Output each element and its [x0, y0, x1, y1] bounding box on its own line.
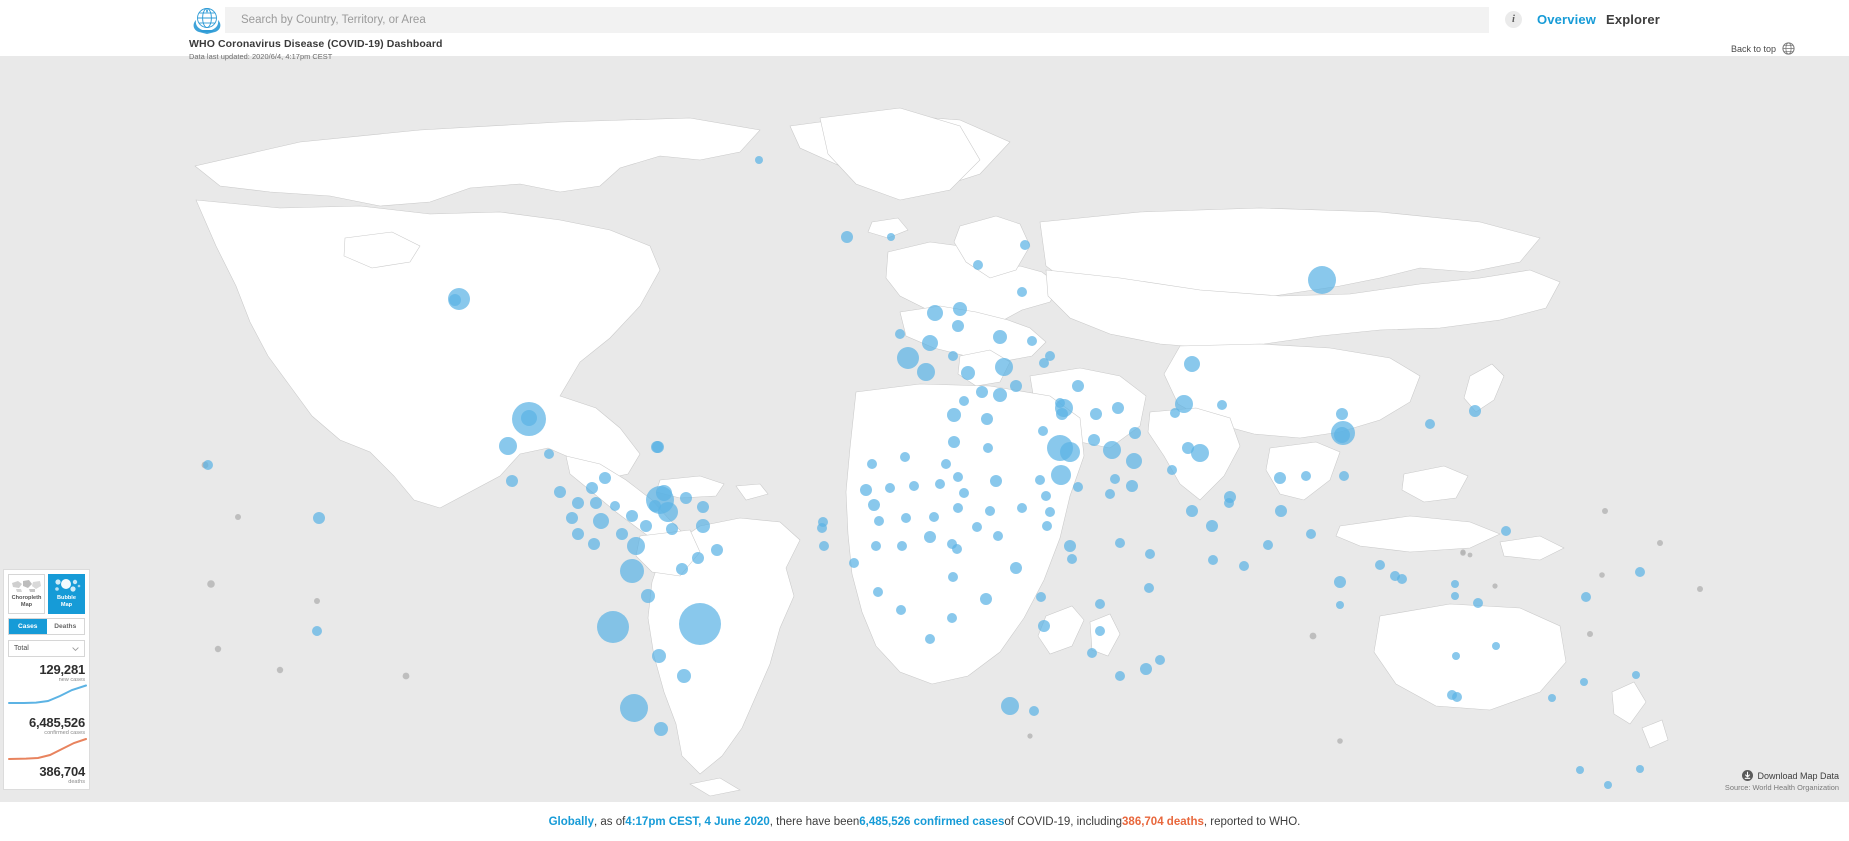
download-map-data-label: Download Map Data	[1757, 770, 1839, 781]
map-case-bubbles[interactable]	[203, 156, 1645, 802]
stat-deaths-label: deaths	[68, 779, 85, 785]
banner-globally: Globally	[548, 815, 594, 828]
map-source-text: Source: World Health Organization	[1724, 783, 1839, 792]
banner-text-4: , there have been	[769, 815, 860, 828]
tab-explorer[interactable]: Explorer	[1606, 12, 1660, 27]
who-emblem-icon[interactable]	[189, 4, 225, 36]
search-input[interactable]	[225, 7, 1489, 33]
range-select[interactable]: Total	[8, 640, 85, 657]
map-type-bubble-label: Bubble Map	[57, 595, 76, 608]
stat-confirmed-cases-label: confirmed cases	[44, 730, 85, 736]
tab-overview[interactable]: Overview	[1537, 12, 1597, 27]
map-type-bubble[interactable]: Bubble Map	[48, 574, 85, 614]
banner-text-8: , reported to WHO.	[1203, 815, 1301, 828]
banner-deaths: 386,704 deaths	[1122, 815, 1204, 828]
map-canvas[interactable]	[0, 56, 1849, 802]
map-landmasses	[194, 107, 1669, 797]
map-type-selector[interactable]: Choropleth Map Bubble Map	[8, 574, 85, 614]
info-icon[interactable]: i	[1505, 11, 1522, 28]
banner-confirmed-cases: 6,485,526 confirmed cases	[859, 815, 1005, 828]
title-block: WHO Coronavirus Disease (COVID-19) Dashb…	[189, 38, 443, 61]
download-map-data-button[interactable]: Download Map Data	[1725, 770, 1839, 781]
map-type-choropleth-label: Choropleth Map	[11, 595, 42, 608]
download-icon	[1742, 770, 1754, 781]
map-type-choropleth[interactable]: Choropleth Map	[8, 574, 45, 614]
back-to-top-button[interactable]: Back to top	[1731, 42, 1795, 55]
back-to-top-label: Back to top	[1730, 43, 1776, 54]
global-summary-banner: Globally, as of 4:17pm CEST, 4 June 2020…	[0, 802, 1849, 841]
stat-new-cases-value: 129,281	[39, 662, 85, 677]
sparkline-new-cases	[8, 684, 87, 704]
bubble-map-icon	[50, 577, 83, 594]
banner-timestamp: 4:17pm CEST, 4 June 2020	[625, 815, 770, 828]
who-emblem-icon	[1782, 42, 1795, 55]
stat-deaths: 386,704 deaths	[8, 764, 85, 786]
map-control-panel[interactable]: Choropleth Map Bubble Map	[3, 569, 90, 790]
top-bar: i Overview Explorer	[0, 0, 1849, 41]
data-last-updated: Data last updated: 2020/6/4, 4:17pm CEST	[189, 52, 333, 61]
stat-confirmed-cases-value: 6,485,526	[28, 715, 85, 730]
stat-new-cases-label: new cases	[58, 677, 85, 683]
range-select-value: Total	[14, 645, 29, 652]
world-map[interactable]: Download Map Data Source: World Health O…	[0, 56, 1849, 802]
choropleth-map-icon	[10, 577, 43, 594]
stat-new-cases: 129,281 new cases	[8, 662, 87, 710]
banner-text-6: of COVID-19, including	[1004, 815, 1123, 828]
banner-text-2: , as of	[593, 815, 626, 828]
download-block: Download Map Data Source: World Health O…	[1725, 770, 1839, 792]
stat-confirmed-cases: 6,485,526 confirmed cases	[8, 715, 87, 763]
sparkline-deaths	[8, 738, 87, 760]
metric-tab-group[interactable]: Cases Deaths	[8, 618, 85, 635]
page-title: WHO Coronavirus Disease (COVID-19) Dashb…	[189, 38, 443, 50]
stat-deaths-value: 386,704	[39, 764, 85, 779]
metric-tab-cases[interactable]: Cases	[9, 619, 47, 634]
chevron-down-icon	[72, 646, 79, 651]
metric-tab-deaths[interactable]: Deaths	[46, 619, 84, 634]
